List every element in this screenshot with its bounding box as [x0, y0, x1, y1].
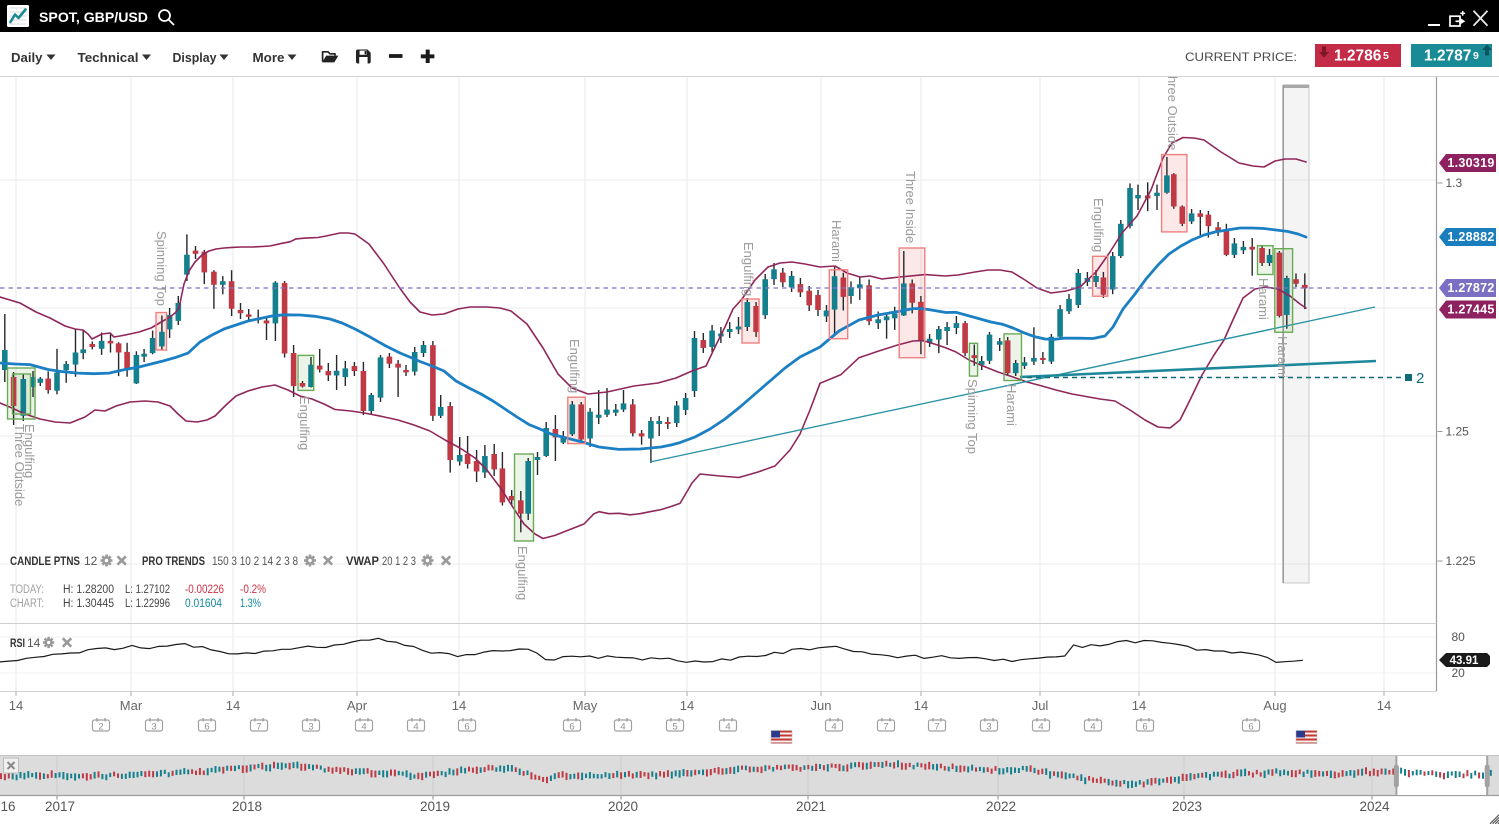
svg-text:20 1 2 3: 20 1 2 3: [382, 554, 416, 568]
svg-text:CHART:: CHART:: [10, 598, 44, 610]
svg-text:PRO TRENDS: PRO TRENDS: [142, 554, 205, 568]
svg-text:VWAP: VWAP: [346, 554, 379, 568]
svg-text:1.225: 1.225: [1446, 554, 1476, 568]
svg-text:Three Outside: Three Outside: [12, 424, 27, 506]
svg-text:2024: 2024: [1359, 799, 1390, 814]
svg-text:2: 2: [1416, 370, 1424, 387]
svg-text:6: 6: [204, 722, 209, 733]
svg-text:Engulfing: Engulfing: [741, 242, 756, 296]
svg-text:3: 3: [986, 722, 991, 733]
svg-text:14: 14: [680, 698, 694, 713]
svg-text:14: 14: [1377, 698, 1391, 713]
svg-text:RSI: RSI: [10, 636, 25, 650]
svg-text:Mar: Mar: [120, 698, 143, 713]
svg-text:1.2787: 1.2787: [1424, 48, 1471, 65]
svg-text:L: 1.22996: L: 1.22996: [125, 598, 170, 610]
svg-text:9: 9: [1473, 50, 1479, 62]
svg-text:Engulfing: Engulfing: [297, 396, 312, 450]
svg-text:2022: 2022: [986, 799, 1016, 814]
svg-text:7: 7: [256, 722, 261, 733]
svg-text:Engulfing: Engulfing: [515, 546, 530, 600]
svg-text:TODAY:: TODAY:: [10, 584, 44, 596]
svg-text:Three Outside: Three Outside: [1165, 68, 1180, 150]
svg-text:6: 6: [1142, 722, 1147, 733]
svg-text:4: 4: [831, 722, 836, 733]
svg-text:2018: 2018: [232, 799, 262, 814]
svg-text:12: 12: [84, 554, 98, 568]
svg-text:7: 7: [934, 722, 939, 733]
svg-text:CANDLE PTNS: CANDLE PTNS: [10, 554, 80, 568]
svg-text:2019: 2019: [420, 799, 450, 814]
svg-text:Jul: Jul: [1032, 698, 1049, 713]
svg-text:Display: Display: [173, 50, 218, 65]
svg-text:2: 2: [98, 722, 103, 733]
svg-text:Harami: Harami: [1275, 336, 1290, 378]
svg-text:Jun: Jun: [811, 698, 832, 713]
svg-text:1.27445: 1.27445: [1447, 303, 1494, 317]
svg-text:14: 14: [452, 698, 466, 713]
svg-text:16: 16: [0, 799, 15, 814]
svg-text:Harami: Harami: [1004, 384, 1019, 426]
svg-text:Harami: Harami: [829, 220, 844, 262]
svg-text:May: May: [573, 698, 598, 713]
svg-text:4: 4: [725, 722, 730, 733]
svg-text:Spinning Top: Spinning Top: [154, 231, 169, 306]
svg-text:150 3 10 2 14 2 3 8: 150 3 10 2 14 2 3 8: [212, 554, 298, 568]
svg-text:2023: 2023: [1172, 799, 1202, 814]
svg-text:Daily: Daily: [11, 50, 43, 65]
svg-text:2021: 2021: [796, 799, 826, 814]
svg-text:Apr: Apr: [347, 698, 368, 713]
svg-text:20: 20: [1452, 666, 1466, 680]
svg-text:80: 80: [1452, 630, 1466, 644]
svg-text:14: 14: [914, 698, 928, 713]
svg-text:4: 4: [1090, 722, 1095, 733]
svg-text:More: More: [253, 50, 285, 65]
svg-text:3: 3: [308, 722, 313, 733]
svg-text:43.91: 43.91: [1450, 655, 1479, 667]
svg-text:1.28882: 1.28882: [1447, 230, 1494, 244]
svg-text:4: 4: [1038, 722, 1043, 733]
svg-text:0.01604: 0.01604: [185, 598, 223, 610]
svg-text:6: 6: [464, 722, 469, 733]
svg-text:1.30319: 1.30319: [1447, 156, 1494, 170]
svg-text:SPOT, GBP/USD: SPOT, GBP/USD: [39, 9, 148, 25]
svg-text:6: 6: [1248, 722, 1253, 733]
svg-text:H: 1.30445: H: 1.30445: [63, 598, 114, 610]
svg-text:2017: 2017: [45, 799, 75, 814]
svg-text:4: 4: [361, 722, 366, 733]
svg-text:Three Inside: Three Inside: [903, 171, 918, 243]
svg-text:Engulfing: Engulfing: [1091, 198, 1106, 252]
svg-text:5: 5: [672, 722, 677, 733]
svg-text:Engulfing: Engulfing: [567, 339, 582, 393]
svg-text:5: 5: [1383, 50, 1389, 62]
svg-text:CURRENT PRICE:: CURRENT PRICE:: [1185, 50, 1297, 64]
svg-text:H: 1.28200: H: 1.28200: [63, 584, 114, 596]
svg-text:Spinning Top: Spinning Top: [965, 379, 980, 454]
svg-text:7: 7: [883, 722, 888, 733]
svg-text:3: 3: [151, 722, 156, 733]
svg-text:-0.2%: -0.2%: [240, 584, 266, 596]
svg-text:Engulfing: Engulfing: [22, 424, 37, 478]
svg-text:1.3%: 1.3%: [240, 598, 261, 610]
svg-text:1.2786: 1.2786: [1334, 48, 1382, 65]
svg-text:6: 6: [569, 722, 574, 733]
svg-text:2020: 2020: [608, 799, 638, 814]
svg-text:Aug: Aug: [1263, 698, 1286, 713]
svg-text:4: 4: [620, 722, 625, 733]
svg-text:14: 14: [27, 636, 41, 650]
svg-text:14: 14: [226, 698, 240, 713]
svg-text:Technical: Technical: [78, 50, 139, 65]
svg-text:14: 14: [1132, 698, 1146, 713]
svg-text:1.3: 1.3: [1446, 176, 1463, 190]
svg-text:-0.00226: -0.00226: [185, 584, 224, 596]
svg-text:Harami: Harami: [1256, 278, 1271, 320]
svg-text:L: 1.27102: L: 1.27102: [125, 584, 170, 596]
svg-text:1.25: 1.25: [1446, 425, 1470, 439]
svg-text:14: 14: [9, 698, 23, 713]
svg-text:1.27872: 1.27872: [1447, 281, 1494, 295]
svg-text:4: 4: [413, 722, 418, 733]
